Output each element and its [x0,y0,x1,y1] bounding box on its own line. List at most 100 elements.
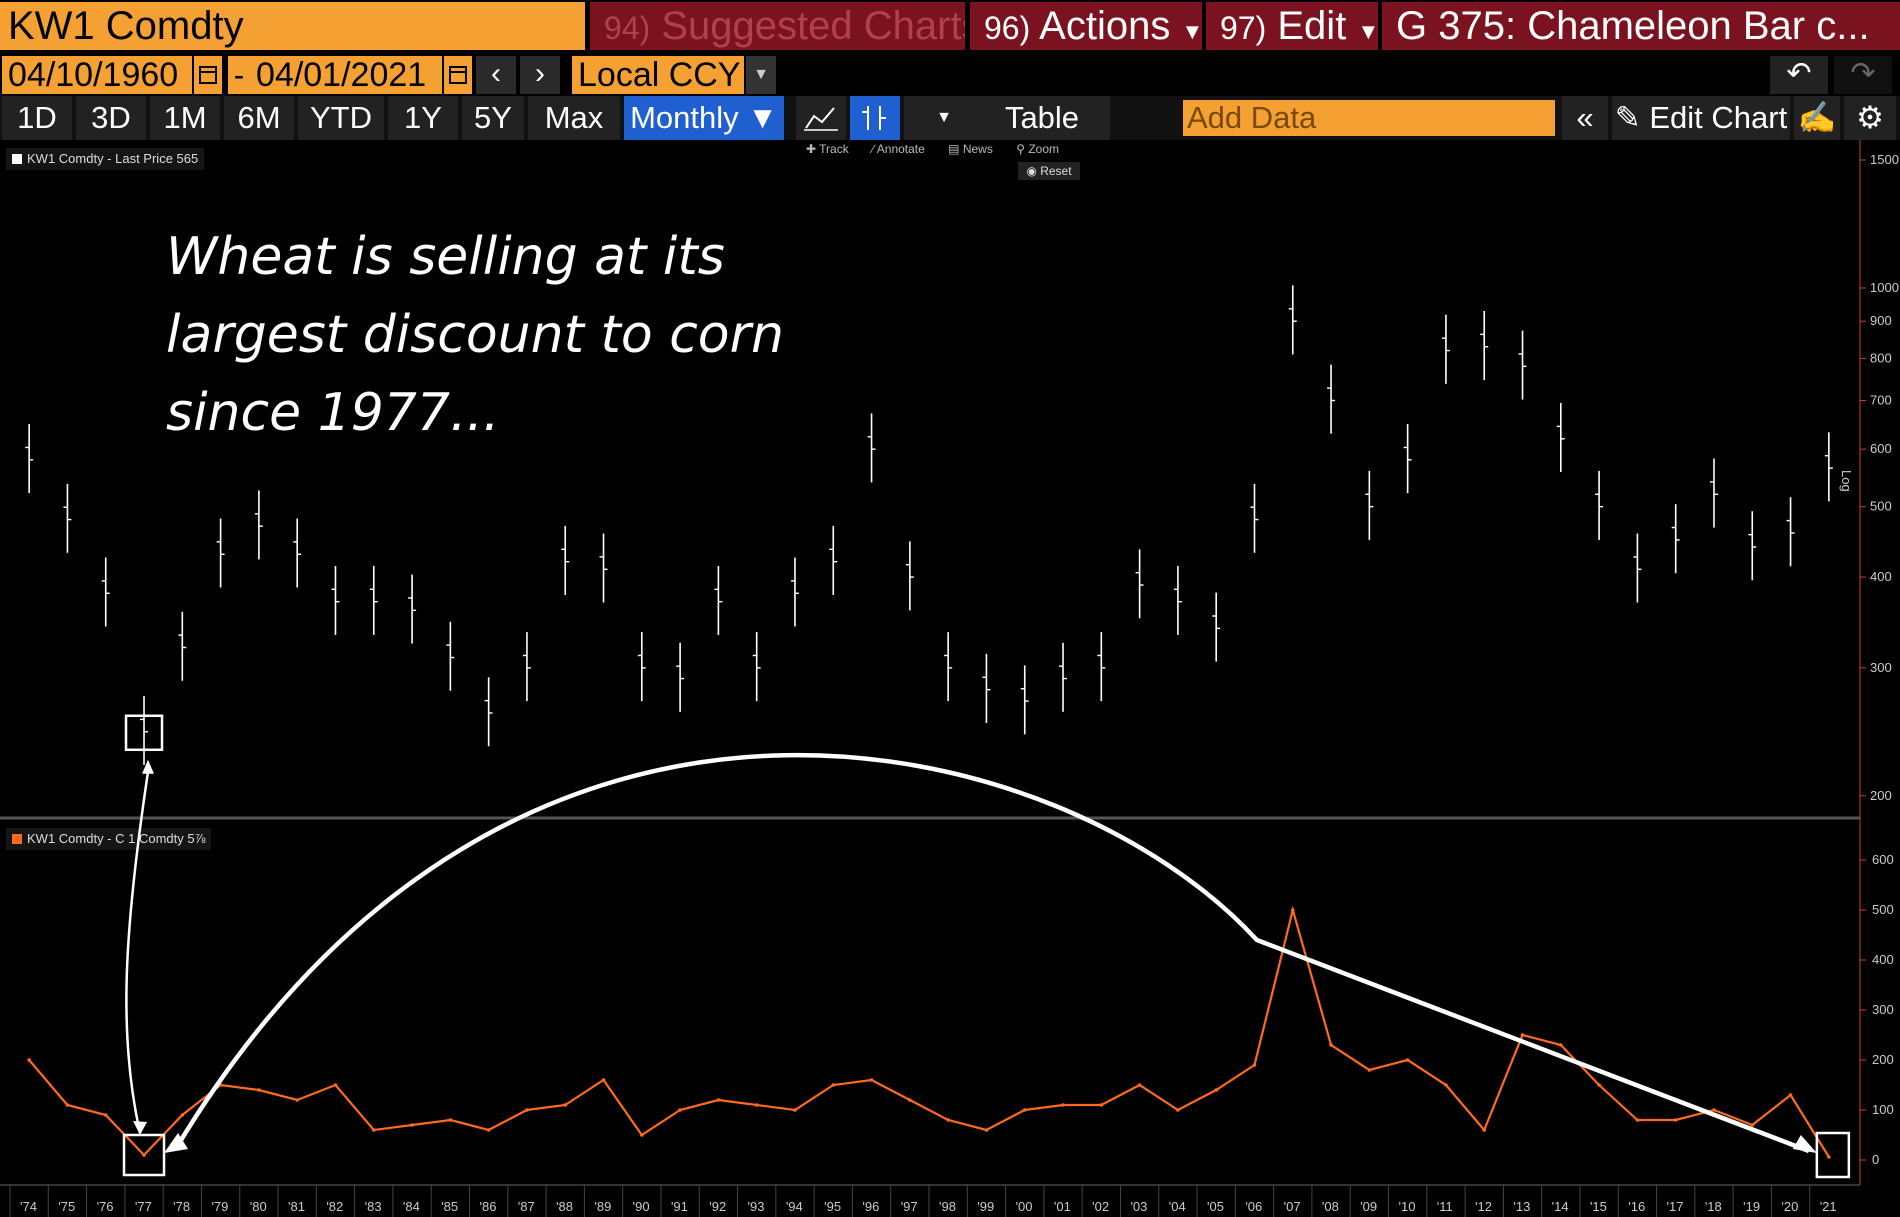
period-3d[interactable]: 3D [76,96,146,140]
x-tick-label: '19 [1743,1199,1760,1214]
spread-point [678,1108,682,1112]
news-tool[interactable]: ▤ News [948,142,993,156]
spread-point [142,1153,146,1157]
chevron-down-icon[interactable]: ▼ [746,56,776,94]
header-bar: KW1 Comdty 94) Suggested Charts 96) Acti… [0,0,1900,52]
edit-button[interactable]: 97) Edit ▼ [1206,2,1378,50]
period-6m[interactable]: 6M [224,96,294,140]
line-chart-icon[interactable] [796,96,846,140]
calendar-icon[interactable] [444,56,472,94]
zoom-tool[interactable]: ⚲ Zoom [1016,142,1059,156]
table-button[interactable]: Table [974,96,1110,140]
spread-point [1788,1093,1793,1097]
period-max[interactable]: Max [528,96,620,140]
spread-point [448,1118,453,1122]
date-range-bar: 04/10/1960 - 04/01/2021 ‹ › Local CCY ▼ … [0,54,1900,96]
chevron-left-icon[interactable]: ‹ [476,56,516,94]
reset-button[interactable]: ◉ Reset [1018,162,1080,180]
edit-number: 97) [1220,10,1267,46]
x-tick-label: '14 [1552,1199,1569,1214]
price-y-tick-label: 900 [1870,313,1892,328]
trend-arrow [176,752,1810,1154]
spread-point [869,1078,874,1082]
annotate-tool[interactable]: ∕ Annotate [872,142,925,156]
spread-point [640,1133,644,1137]
spread-point [793,1108,797,1112]
annotation-text: Wheat is selling at its largest discount… [166,227,784,443]
spread-y-tick-label: 500 [1872,902,1894,917]
x-tick-label: '11 [1437,1199,1453,1214]
currency-select[interactable]: Local CCY [572,56,744,94]
trend-arrowhead-right [1792,1135,1817,1153]
x-tick-label: '83 [365,1199,382,1214]
spread-y-tick-label: 300 [1872,1002,1894,1017]
x-tick-label: '98 [939,1199,956,1214]
end-date-input[interactable]: 04/01/2021 [250,56,442,94]
redo-icon[interactable]: ↷ [1834,56,1892,94]
bar-chart-icon[interactable] [850,96,900,140]
connector-arrow [125,771,150,1134]
notes-icon[interactable]: ✍ [1794,96,1840,140]
spread-point [1022,1108,1027,1112]
spread-point [257,1088,261,1092]
spread-point [1444,1083,1448,1087]
edit-label: Edit [1277,4,1347,48]
chevron-right-icon[interactable]: › [520,56,560,94]
x-tick-label: '18 [1705,1199,1722,1214]
ticker-field[interactable]: KW1 Comdty [0,2,585,50]
price-y-tick-label: 800 [1870,350,1892,365]
spread-point [563,1103,568,1107]
period-1m[interactable]: 1M [150,96,220,140]
period-ytd[interactable]: YTD [298,96,384,140]
trend-arrowhead-left [164,1133,189,1153]
period-1d[interactable]: 1D [2,96,72,140]
x-tick-label: '82 [326,1199,343,1214]
x-tick-label: '02 [1092,1199,1109,1214]
date-separator: - [228,56,250,94]
spread-point [295,1098,299,1102]
spread-y-tick-label: 100 [1872,1102,1894,1117]
spread-point [831,1083,836,1087]
track-tool[interactable]: ✚ Track [806,142,849,156]
actions-number: 96) [984,10,1031,46]
start-date-input[interactable]: 04/10/1960 [2,56,192,94]
spread-point [1061,1103,1065,1107]
frequency-select[interactable]: Monthly ▼ [624,96,784,140]
calendar-icon[interactable] [194,56,222,94]
x-tick-label: '13 [1513,1199,1530,1214]
spread-legend: KW1 Comdty - C 1 Comdty 5⅞ [6,828,212,850]
spread-point [1635,1118,1640,1122]
spread-point [1597,1083,1601,1087]
spread-point [1367,1068,1372,1072]
x-tick-label: '88 [556,1199,573,1214]
price-y-tick-label: 1500 [1870,152,1899,167]
x-tick-label: '78 [173,1199,190,1214]
chevron-down-icon[interactable]: ▼ [904,96,984,140]
spread-point [486,1128,491,1132]
x-tick-label: '89 [594,1199,611,1214]
reset-label: Reset [1040,164,1072,178]
x-tick-label: '87 [518,1199,535,1214]
price-y-tick-label: 200 [1870,788,1892,803]
actions-button[interactable]: 96) Actions ▼ [970,2,1202,50]
spread-point [1827,1155,1831,1159]
track-label: Track [819,142,849,156]
spread-point [333,1083,338,1087]
highlight-box-2021-spread [1815,1131,1851,1179]
window-title: G 375: Chameleon Bar c... [1382,2,1900,50]
period-5y[interactable]: 5Y [462,96,524,140]
spread-point [1405,1058,1410,1062]
x-tick-label: '79 [211,1199,228,1214]
gear-icon[interactable]: ⚙ [1844,96,1896,140]
x-tick-label: '85 [441,1199,458,1214]
spread-line [28,905,1830,1158]
edit-chart-button[interactable]: ✎ Edit Chart [1612,96,1790,140]
suggested-charts-button[interactable]: 94) Suggested Charts [590,2,965,50]
highlight-box-1977-spread [122,1133,166,1177]
collapse-icon[interactable]: « [1562,96,1608,140]
add-data-input[interactable]: Add Data [1183,100,1555,136]
chart-tools: ✚ Track ∕ Annotate ▤ News ⚲ Zoom [806,142,1079,156]
undo-icon[interactable]: ↶ [1770,56,1828,94]
period-1y[interactable]: 1Y [388,96,458,140]
